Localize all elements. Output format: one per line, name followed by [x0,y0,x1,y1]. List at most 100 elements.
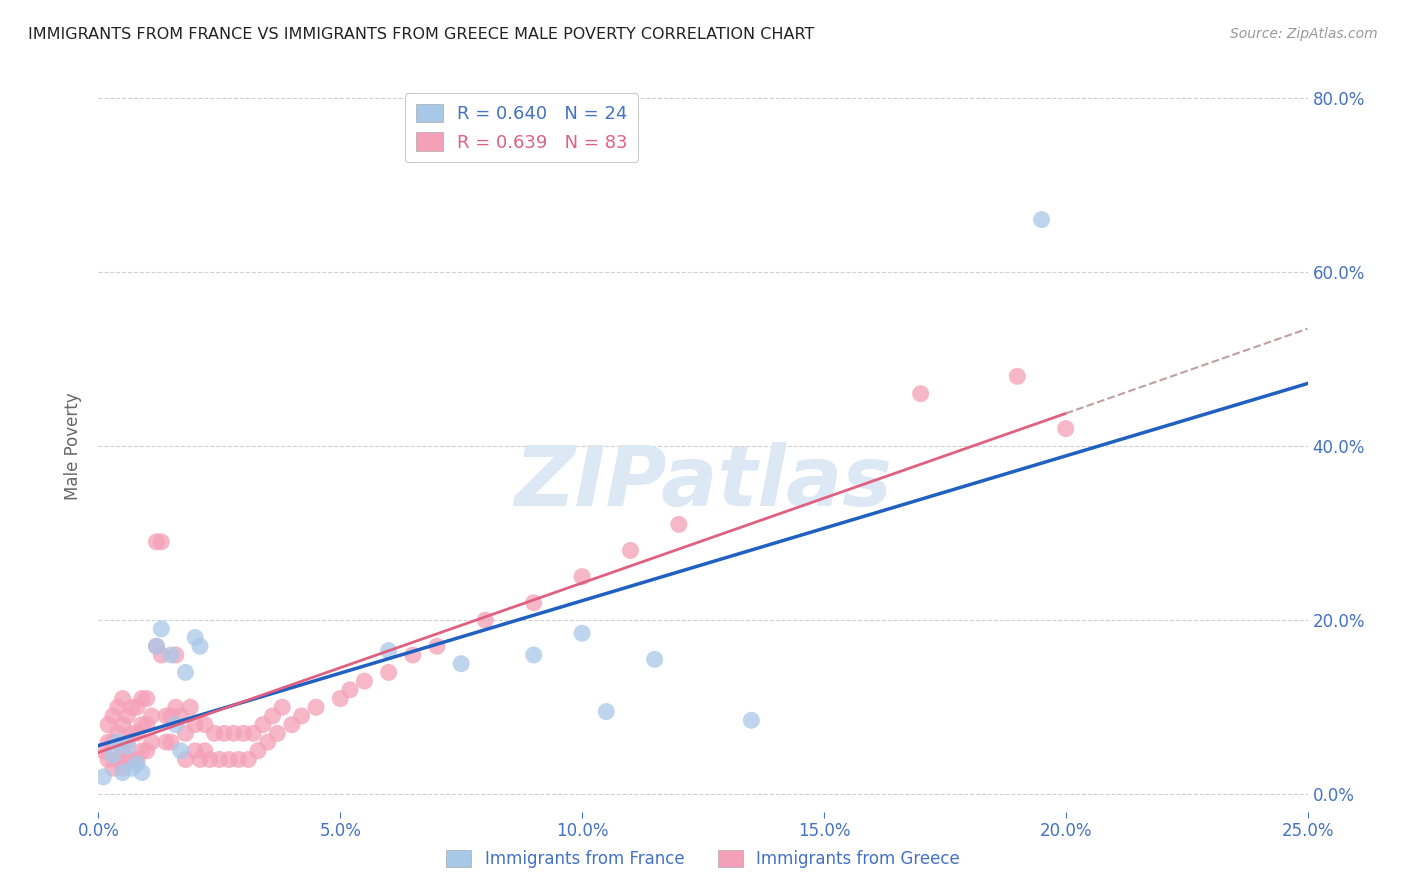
Point [184,744,207,758]
Point [160,648,183,662]
Point [150,648,173,662]
Point [450,657,472,671]
Point [194,717,217,731]
Point [474,613,496,627]
Point [184,717,207,731]
Point [141,735,163,749]
Point [107,726,129,740]
Point [131,717,153,731]
Point [121,761,143,775]
Point [198,752,221,766]
Point [107,735,129,749]
Point [571,626,593,640]
Point [160,709,183,723]
Point [131,765,153,780]
Point [107,752,129,766]
Point [135,691,157,706]
Point [305,700,328,714]
Point [111,761,134,775]
Text: ZIPatlas: ZIPatlas [515,442,891,523]
Point [165,648,187,662]
Point [179,700,201,714]
Point [117,752,139,766]
Point [127,752,149,766]
Text: IMMIGRANTS FROM FRANCE VS IMMIGRANTS FROM GREECE MALE POVERTY CORRELATION CHART: IMMIGRANTS FROM FRANCE VS IMMIGRANTS FRO… [28,27,814,42]
Point [155,735,177,749]
Point [121,726,143,740]
Point [169,744,191,758]
Point [571,569,593,583]
Point [117,709,139,723]
Point [97,717,120,731]
Text: Source: ZipAtlas.com: Source: ZipAtlas.com [1230,27,1378,41]
Point [174,752,197,766]
Point [101,709,124,723]
Point [271,700,294,714]
Point [135,744,157,758]
Point [127,726,149,740]
Point [97,735,120,749]
Y-axis label: Male Poverty: Male Poverty [65,392,83,500]
Point [160,735,183,749]
Point [644,652,666,666]
Point [111,744,134,758]
Legend: R = 0.640   N = 24, R = 0.639   N = 83: R = 0.640 N = 24, R = 0.639 N = 83 [405,93,638,162]
Point [194,744,217,758]
Point [188,752,211,766]
Point [1054,421,1077,435]
Point [184,631,207,645]
Point [169,709,191,723]
Point [155,709,177,723]
Point [402,648,425,662]
Point [97,752,120,766]
Point [101,735,124,749]
Point [101,748,124,763]
Point [204,726,226,740]
Point [329,691,352,706]
Point [262,709,284,723]
Point [426,640,449,654]
Point [117,739,139,754]
Point [127,756,149,771]
Point [218,752,240,766]
Point [252,717,274,731]
Point [619,543,641,558]
Point [111,765,134,780]
Point [377,643,399,657]
Point [101,761,124,775]
Point [228,752,250,766]
Point [135,717,157,731]
Point [174,665,197,680]
Point [222,726,245,740]
Point [107,700,129,714]
Point [281,717,304,731]
Point [141,709,163,723]
Point [91,744,114,758]
Legend: Immigrants from France, Immigrants from Greece: Immigrants from France, Immigrants from … [440,843,966,875]
Point [121,752,143,766]
Point [523,648,546,662]
Point [145,640,167,654]
Point [188,640,211,654]
Point [131,691,153,706]
Point [377,665,399,680]
Point [256,735,278,749]
Point [111,691,134,706]
Point [339,682,361,697]
Point [238,752,260,766]
Point [208,752,231,766]
Point [121,700,143,714]
Point [266,726,288,740]
Point [145,534,167,549]
Point [595,705,617,719]
Point [247,744,270,758]
Point [145,640,167,654]
Point [150,534,173,549]
Point [353,674,375,689]
Point [127,700,149,714]
Point [212,726,235,740]
Point [165,717,187,731]
Point [523,596,546,610]
Point [232,726,254,740]
Point [290,709,312,723]
